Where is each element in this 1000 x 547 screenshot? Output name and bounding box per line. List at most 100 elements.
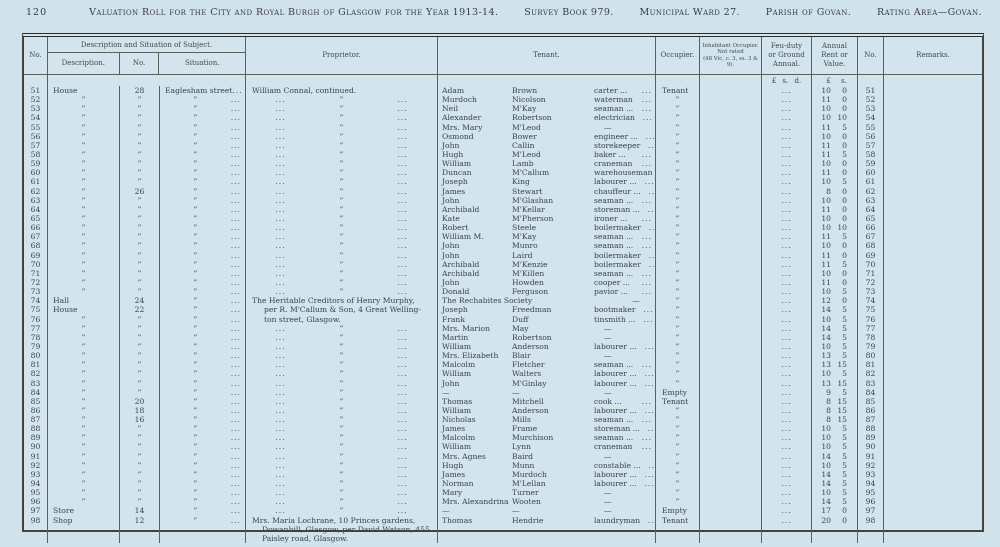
table-row: 95 ” ” ” ... ...”... Mary Turner — ” ...… <box>24 488 982 498</box>
row-number-right: 69 <box>858 250 884 260</box>
cell-tenant: Duncan M'Callum warehouseman ... <box>438 168 656 178</box>
page-number: 120 <box>26 7 48 18</box>
row-number-right: 62 <box>858 186 884 196</box>
cell-annual-rent: 10 10 <box>812 223 858 233</box>
cell-occupier: ” <box>656 488 700 498</box>
row-number-left: 65 <box>24 213 48 224</box>
cell-feu-duty: ... <box>762 223 812 233</box>
cell-description: House <box>48 86 120 96</box>
cell-situation: ” ... <box>160 341 246 352</box>
cell-remarks <box>884 205 982 214</box>
cell-annual-rent: 10 5 <box>812 287 858 297</box>
table-row: 97 Store 14 ” ... ...”... — — — Empty ..… <box>24 506 982 516</box>
cell-description: Shop <box>48 515 120 543</box>
cell-annual-rent: 11 0 <box>812 168 858 178</box>
cell-situation: ” ... <box>160 223 246 233</box>
cell-proprietor: ...”... <box>246 341 438 352</box>
cell-occupier: Tenant <box>656 515 700 543</box>
cell-feu-duty: ... <box>762 479 812 489</box>
cell-occupier: ” <box>656 433 700 443</box>
header-description-group: Description and Situation of Subject. De… <box>48 37 246 74</box>
row-number-left: 78 <box>24 332 48 342</box>
cell-occupier: ” <box>656 277 700 288</box>
row-number-left: 82 <box>24 369 48 379</box>
cell-proprietor: ...”... <box>246 140 438 150</box>
cell-tenant: Mrs. Mary M'Leod — <box>438 122 656 132</box>
cell-proprietor: ...”... <box>246 451 438 461</box>
cell-tenant: Frank Duff tinsmith ... ... <box>438 314 656 324</box>
cell-remarks <box>884 132 982 141</box>
row-number-left: 83 <box>24 378 48 388</box>
row-number-right: 76 <box>858 314 884 324</box>
cell-remarks <box>884 187 982 196</box>
cell-remarks <box>884 397 982 406</box>
row-number-right: 68 <box>858 241 884 251</box>
row-number-left: 63 <box>24 195 48 205</box>
cell-annual-rent: 14 5 <box>812 323 858 333</box>
header-proprietor: Proprietor. <box>246 37 438 74</box>
cell-situation: ” ... <box>160 433 246 443</box>
cell-feu-duty: ... <box>762 506 812 516</box>
cell-annual-rent: 13 15 <box>812 378 858 388</box>
row-number-right: 74 <box>858 296 884 306</box>
cell-situation: ” ... <box>160 396 246 406</box>
cell-occupier: ” <box>656 104 700 114</box>
cell-annual-rent: 11 0 <box>812 250 858 260</box>
cell-tenant: William Walters labourer ... ... <box>438 369 656 379</box>
cell-description: ” <box>48 341 120 352</box>
row-number-right: 63 <box>858 195 884 205</box>
cell-occupier: ” <box>656 213 700 224</box>
cell-annual-rent: 10 0 <box>812 86 858 96</box>
cell-feu-duty: ... <box>762 95 812 105</box>
cell-inhabitant-occupier <box>700 168 762 178</box>
cell-inhabitant-occupier <box>700 204 762 214</box>
cell-description: ” <box>48 113 120 123</box>
cell-occupier: ” <box>656 469 700 480</box>
cell-street-number: 12 <box>120 515 160 543</box>
row-number-left: 80 <box>24 351 48 361</box>
cell-annual-rent: 10 0 <box>812 213 858 224</box>
table-row: 61 ” ” ” ... ...”... Joseph King laboure… <box>24 177 982 187</box>
cell-annual-rent: 14 5 <box>812 305 858 315</box>
cell-inhabitant-occupier <box>700 460 762 470</box>
cell-remarks <box>884 159 982 168</box>
cell-street-number: ” <box>120 177 160 187</box>
row-number-right: 80 <box>858 351 884 361</box>
row-number-right: 53 <box>858 104 884 114</box>
row-number-right: 81 <box>858 360 884 370</box>
cell-occupier: ” <box>656 351 700 361</box>
cell-inhabitant-occupier <box>700 140 762 150</box>
cell-proprietor: ...”... <box>246 223 438 233</box>
cell-feu-duty: ... <box>762 396 812 406</box>
cell-situation: ” ... <box>160 95 246 105</box>
cell-street-number: ” <box>120 131 160 141</box>
row-number-right: 89 <box>858 433 884 443</box>
row-number-left: 55 <box>24 122 48 132</box>
cell-occupier: ” <box>656 131 700 141</box>
cell-proprietor: ...”... <box>246 378 438 388</box>
cell-feu-duty: ... <box>762 177 812 187</box>
cell-situation: ” ... <box>160 259 246 269</box>
cell-tenant: James Murdoch labourer ... ... <box>438 469 656 480</box>
cell-feu-duty: ... <box>762 277 812 288</box>
cell-inhabitant-occupier <box>700 277 762 288</box>
row-number-left: 67 <box>24 232 48 242</box>
cell-tenant: Mrs. Agnes Baird — <box>438 451 656 461</box>
cell-proprietor: ...”... <box>246 241 438 251</box>
page-title-segment: Municipal Ward 27. <box>639 7 740 18</box>
page-title-segment: Parish of Govan. <box>765 7 852 18</box>
cell-street-number: ” <box>120 469 160 480</box>
cell-street-number: ” <box>120 113 160 123</box>
cell-situation: ” ... <box>160 424 246 434</box>
cell-situation: ” ... <box>160 415 246 425</box>
cell-inhabitant-occupier <box>700 424 762 434</box>
cell-description: ” <box>48 131 120 141</box>
row-number-left: 64 <box>24 204 48 214</box>
cell-description: House <box>48 305 120 315</box>
header-feu-duty: Feu-duty or Ground Annual. <box>762 37 812 74</box>
cell-description: ” <box>48 433 120 443</box>
cell-feu-duty: ... <box>762 323 812 333</box>
cell-tenant: William Lynn craneman ... <box>438 442 656 452</box>
cell-annual-rent: 10 5 <box>812 433 858 443</box>
cell-annual-rent: 11 0 <box>812 140 858 150</box>
